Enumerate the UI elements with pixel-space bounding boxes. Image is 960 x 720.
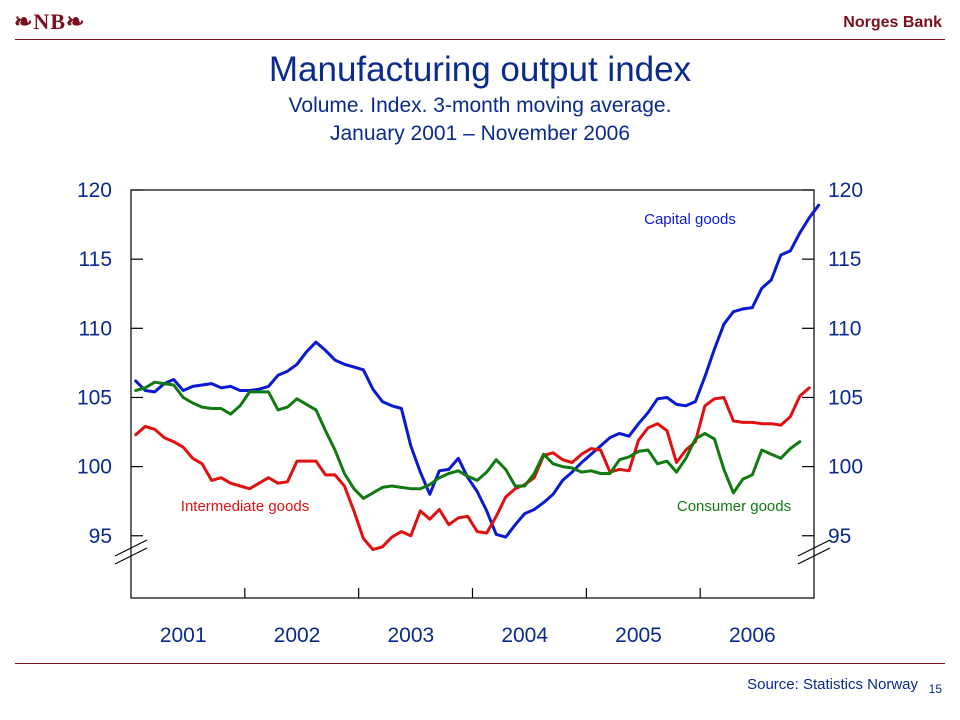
y-tick-label-left: 95 bbox=[89, 525, 112, 548]
x-tick-label: 2001 bbox=[160, 624, 207, 647]
title-block: Manufacturing output index Volume. Index… bbox=[0, 48, 960, 148]
x-tick-label: 2004 bbox=[501, 624, 548, 647]
x-tick-label: 2002 bbox=[274, 624, 321, 647]
plot-frame bbox=[130, 189, 815, 599]
series-line-capital bbox=[134, 203, 821, 539]
x-tick-label: 2006 bbox=[729, 624, 776, 647]
page-number: 15 bbox=[928, 682, 942, 696]
y-axis-ticks: 120 120 115 115 110 110 105 105 100 100 95 95 bbox=[77, 179, 863, 548]
y-tick-label-right: 100 bbox=[828, 456, 863, 479]
chart-title: Manufacturing output index bbox=[268, 50, 692, 89]
series-label-capital: Capital goods bbox=[644, 211, 736, 228]
axis-break-mark bbox=[797, 539, 831, 557]
x-tick-label: 2005 bbox=[615, 624, 662, 647]
x-tick-label: 2003 bbox=[387, 624, 434, 647]
series-label-consumer: Consumer goods bbox=[677, 498, 791, 515]
series-line-intermediate bbox=[134, 386, 811, 552]
header-divider bbox=[15, 39, 945, 40]
series-label-intermediate: Intermediate goods bbox=[181, 498, 309, 515]
brand-name: Norges Bank bbox=[843, 14, 942, 31]
y-tick-label-right: 110 bbox=[828, 317, 861, 340]
chart-subtitle-line1: Volume. Index. 3-month moving average. bbox=[288, 94, 672, 117]
y-tick-label-left: 120 bbox=[77, 179, 112, 202]
y-tick-label-left: 115 bbox=[79, 248, 112, 271]
axis-break-mark bbox=[114, 539, 148, 557]
x-axis-ticks: 2001 2002 2003 2004 2005 2006 bbox=[160, 588, 776, 647]
y-tick-label-left: 100 bbox=[77, 456, 112, 479]
chart-subtitle-line2: January 2001 – November 2006 bbox=[329, 122, 631, 145]
footer-divider bbox=[15, 663, 945, 664]
y-tick-label-right: 115 bbox=[828, 248, 861, 271]
series-line-consumer bbox=[134, 380, 802, 500]
axis-break-mark bbox=[114, 547, 148, 565]
y-tick-label-left: 110 bbox=[79, 317, 112, 340]
axis-breaks bbox=[114, 539, 831, 565]
y-tick-label-right: 105 bbox=[828, 386, 863, 409]
norges-bank-logo: ❧NB❧ bbox=[14, 9, 86, 34]
y-tick-label-left: 105 bbox=[77, 386, 112, 409]
y-tick-label-right: 95 bbox=[828, 525, 851, 548]
axis-break-mark bbox=[797, 547, 831, 565]
series-lines bbox=[134, 203, 821, 552]
y-tick-label-right: 120 bbox=[828, 179, 863, 202]
source-note: Source: Statistics Norway bbox=[747, 676, 918, 693]
